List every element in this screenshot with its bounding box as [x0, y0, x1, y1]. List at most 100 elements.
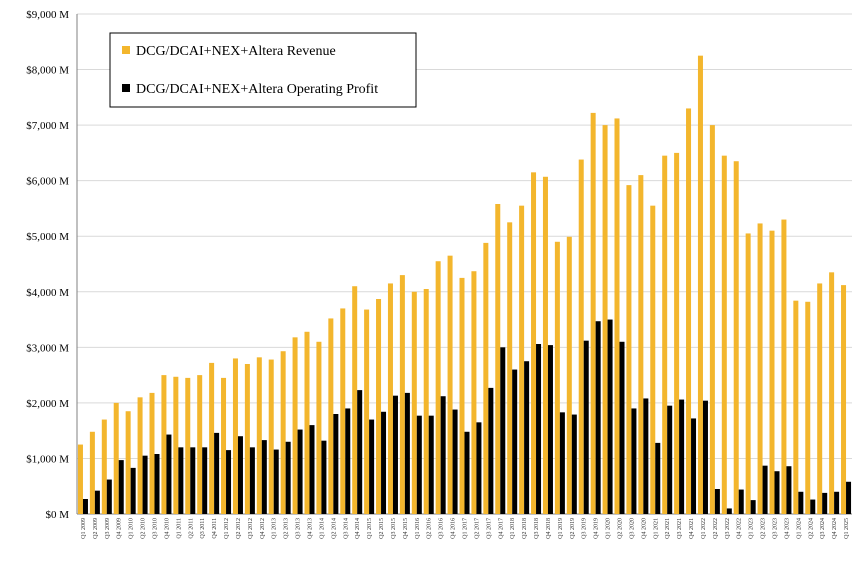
revenue-bar [554, 241, 560, 514]
x-tick-label: Q2 2010 [141, 518, 147, 539]
operating-profit-bar [416, 415, 422, 514]
operating-profit-bar [118, 460, 124, 514]
x-tick-label: Q1 2013 [272, 518, 278, 539]
operating-profit-bar [440, 396, 446, 514]
operating-profit-bar [94, 490, 100, 514]
operating-profit-bar [82, 499, 88, 514]
operating-profit-bar [834, 491, 840, 514]
x-tick-label: Q3 2018 [534, 518, 540, 539]
operating-profit-bar [583, 340, 589, 514]
revenue-bar [280, 351, 286, 514]
x-tick-label: Q1 2022 [701, 518, 707, 539]
x-tick-label: Q3 2023 [773, 518, 779, 539]
revenue-bar [137, 397, 143, 514]
x-tick-label: Q1 2021 [653, 518, 659, 539]
operating-profit-bar [631, 408, 637, 514]
revenue-bar [686, 108, 692, 514]
x-tick-label: Q4 2017 [498, 518, 504, 539]
operating-profit-bar [607, 319, 613, 514]
revenue-bar [709, 125, 715, 514]
x-tick-label: Q4 2012 [260, 518, 266, 539]
revenue-bar [805, 301, 811, 514]
revenue-bar [376, 299, 382, 514]
revenue-bar [721, 155, 727, 514]
x-tick-label: Q3 2010 [153, 518, 159, 539]
legend-label-operating-profit: DCG/DCAI+NEX+Altera Operating Profit [136, 82, 378, 97]
operating-profit-bar [237, 436, 243, 514]
revenue-bar [256, 357, 262, 514]
x-tick-label: Q2 2021 [665, 518, 671, 539]
x-tick-label: Q2 2024 [808, 518, 814, 539]
x-tick-label: Q1 2011 [176, 518, 182, 539]
revenue-bar [495, 204, 501, 514]
legend-swatch-operating-profit [122, 84, 130, 92]
operating-profit-bar [810, 499, 816, 514]
x-tick-label: Q3 2013 [296, 518, 302, 539]
revenue-bar [113, 402, 119, 514]
x-tick-label: Q1 2024 [796, 518, 802, 539]
operating-profit-bar [333, 414, 339, 514]
operating-profit-bar [166, 434, 172, 514]
x-tick-label: Q4 2010 [164, 518, 170, 539]
revenue-bar [435, 261, 441, 514]
operating-profit-bar [106, 479, 112, 514]
bars [77, 55, 852, 515]
operating-profit-bar [178, 447, 184, 514]
y-tick-label: $1,000 M [26, 453, 69, 465]
revenue-bar [209, 362, 215, 514]
revenue-bar [674, 152, 680, 514]
operating-profit-bar [846, 481, 852, 514]
revenue-bar [447, 255, 453, 514]
revenue-bar [781, 219, 787, 515]
legend: DCG/DCAI+NEX+Altera Revenue DCG/DCAI+NEX… [109, 32, 417, 108]
legend-label-revenue: DCG/DCAI+NEX+Altera Revenue [136, 44, 336, 59]
y-tick-label: $7,000 M [26, 120, 69, 132]
x-tick-label: Q1 2009 [81, 518, 87, 539]
operating-profit-bar [130, 467, 136, 514]
x-tick-label: Q1 2019 [558, 518, 564, 539]
legend-swatch-revenue [122, 46, 130, 54]
revenue-bar [507, 222, 513, 515]
revenue-bar [829, 272, 835, 514]
x-tick-label: Q1 2017 [463, 518, 469, 539]
revenue-bar [519, 205, 525, 514]
revenue-bar [232, 358, 238, 514]
y-tick-label: $4,000 M [26, 287, 69, 299]
revenue-bar [268, 359, 274, 514]
operating-profit-bar [488, 387, 494, 514]
x-tick-label: Q4 2014 [355, 518, 361, 539]
operating-profit-bar [381, 411, 387, 514]
operating-profit-bar [679, 399, 685, 514]
x-tick-label: Q2 2018 [522, 518, 528, 539]
operating-profit-bar [691, 418, 697, 514]
x-tick-label: Q4 2019 [594, 518, 600, 539]
revenue-bar [423, 289, 429, 514]
operating-profit-bar [392, 395, 398, 514]
revenue-bar [566, 236, 572, 514]
revenue-bar [221, 377, 227, 514]
operating-profit-bar [202, 447, 208, 514]
revenue-bar [650, 205, 656, 514]
x-tick-label: Q4 2021 [689, 518, 695, 539]
operating-profit-bar [655, 442, 661, 514]
operating-profit-bar [536, 344, 542, 514]
revenue-bar [638, 175, 644, 514]
operating-profit-bar [643, 398, 649, 514]
revenue-bar [542, 176, 548, 514]
revenue-bar [387, 283, 393, 514]
revenue-bar [841, 285, 847, 514]
operating-profit-bar [738, 489, 744, 514]
x-tick-label: Q2 2020 [618, 518, 624, 539]
y-tick-label: $8,000 M [26, 65, 69, 77]
operating-profit-bar [559, 412, 565, 514]
x-tick-label: Q3 2012 [248, 518, 254, 539]
operating-profit-bar [750, 500, 756, 514]
revenue-bar [149, 392, 155, 514]
revenue-bar [185, 377, 191, 514]
operating-profit-bar [702, 400, 708, 514]
operating-profit-bar [500, 347, 506, 514]
operating-profit-bar [249, 447, 255, 514]
revenue-bar [352, 286, 358, 514]
x-tick-label: Q4 2011 [212, 518, 218, 539]
